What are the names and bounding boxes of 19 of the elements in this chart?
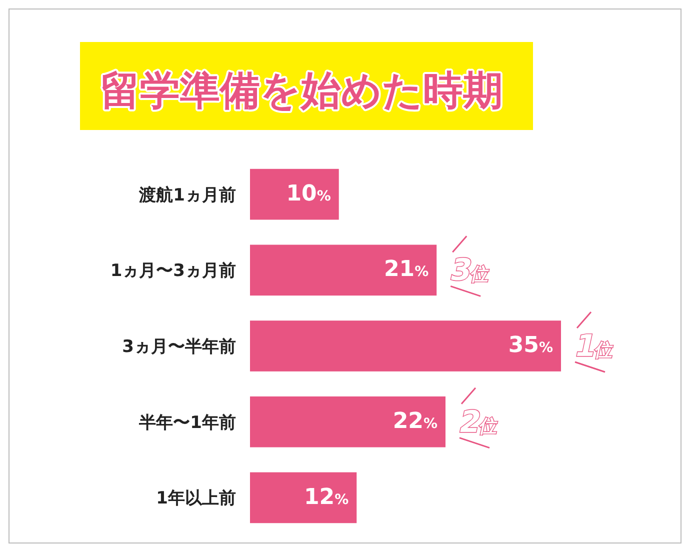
data-label: 35%	[508, 333, 553, 358]
bar	[250, 320, 561, 372]
bar	[250, 472, 357, 524]
data-label: 12%	[304, 484, 349, 510]
annotation: 2位	[456, 405, 500, 440]
chart-title: 留学準備を始めた時期	[100, 68, 503, 114]
data-label: 10%	[286, 181, 331, 206]
bar	[250, 168, 339, 220]
y-tick-label: 1年以上前	[156, 488, 236, 509]
y-tick-label: 1ヵ月〜3ヵ月前	[110, 261, 236, 282]
annotation: 3位	[447, 253, 491, 288]
y-tick-label: 半年〜1年前	[138, 412, 236, 433]
data-label: 22%	[392, 408, 438, 434]
y-tick-label: 渡航1ヵ月前	[138, 185, 236, 206]
y-tick-label: 3ヵ月〜半年前	[122, 336, 236, 357]
annotation: 1位	[572, 329, 616, 364]
bar	[250, 244, 437, 296]
bar	[250, 396, 446, 448]
data-label: 21%	[384, 257, 429, 282]
